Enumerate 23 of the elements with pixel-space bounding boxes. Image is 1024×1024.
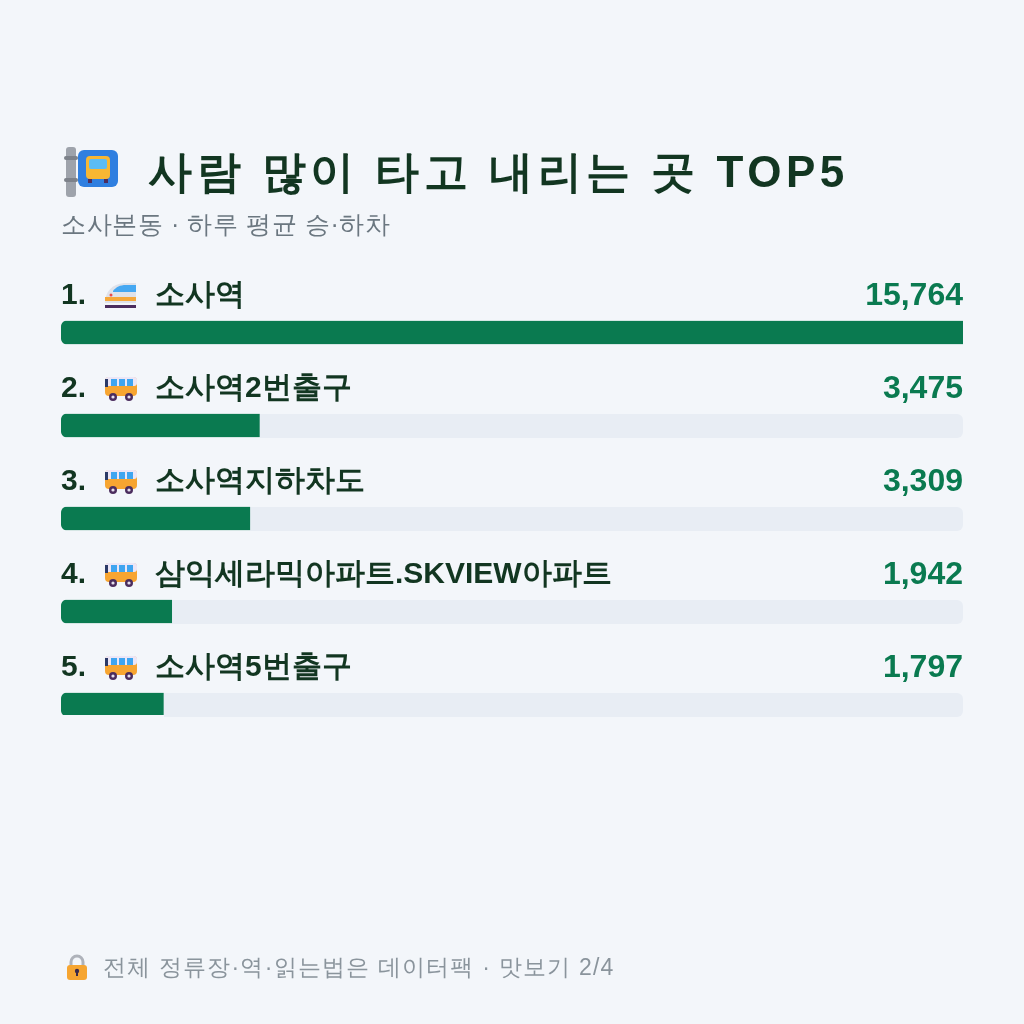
y-tick-label: 소사역 [155, 276, 245, 310]
y-tick-label: 소사역지하차도 [155, 462, 365, 496]
bar [61, 692, 164, 715]
bar [61, 506, 251, 531]
y-tick-label: 소사역5번출구 [155, 648, 352, 682]
y-tick-label: 소사역2번출구 [155, 369, 352, 403]
data-label: 3,309 [882, 461, 963, 498]
data-label: 3,475 [882, 368, 963, 405]
annotation: 5. [61, 648, 87, 682]
data-label: 15,764 [865, 275, 964, 312]
annotation: 1. [61, 276, 87, 310]
y-tick-label: 삼익세라믹아파트.SKVIEW아파트 [155, 555, 612, 589]
data-label: 1,797 [882, 647, 963, 684]
annotation: 3. [61, 462, 87, 496]
annotation: 2. [61, 369, 87, 403]
text: 전체 정류장·역·읽는법은 데이터팩 · 맛보기 2/4 [103, 953, 615, 982]
bar [61, 320, 963, 345]
chart-title: 사람 많이 타고 내리는 곳 TOP5 [148, 146, 849, 198]
data-label: 1,942 [882, 554, 963, 591]
bar [61, 599, 173, 624]
chart-subtitle: 소사본동 · 하루 평균 승·하차 [61, 209, 391, 239]
bar [61, 413, 260, 438]
annotation: 4. [61, 555, 87, 589]
